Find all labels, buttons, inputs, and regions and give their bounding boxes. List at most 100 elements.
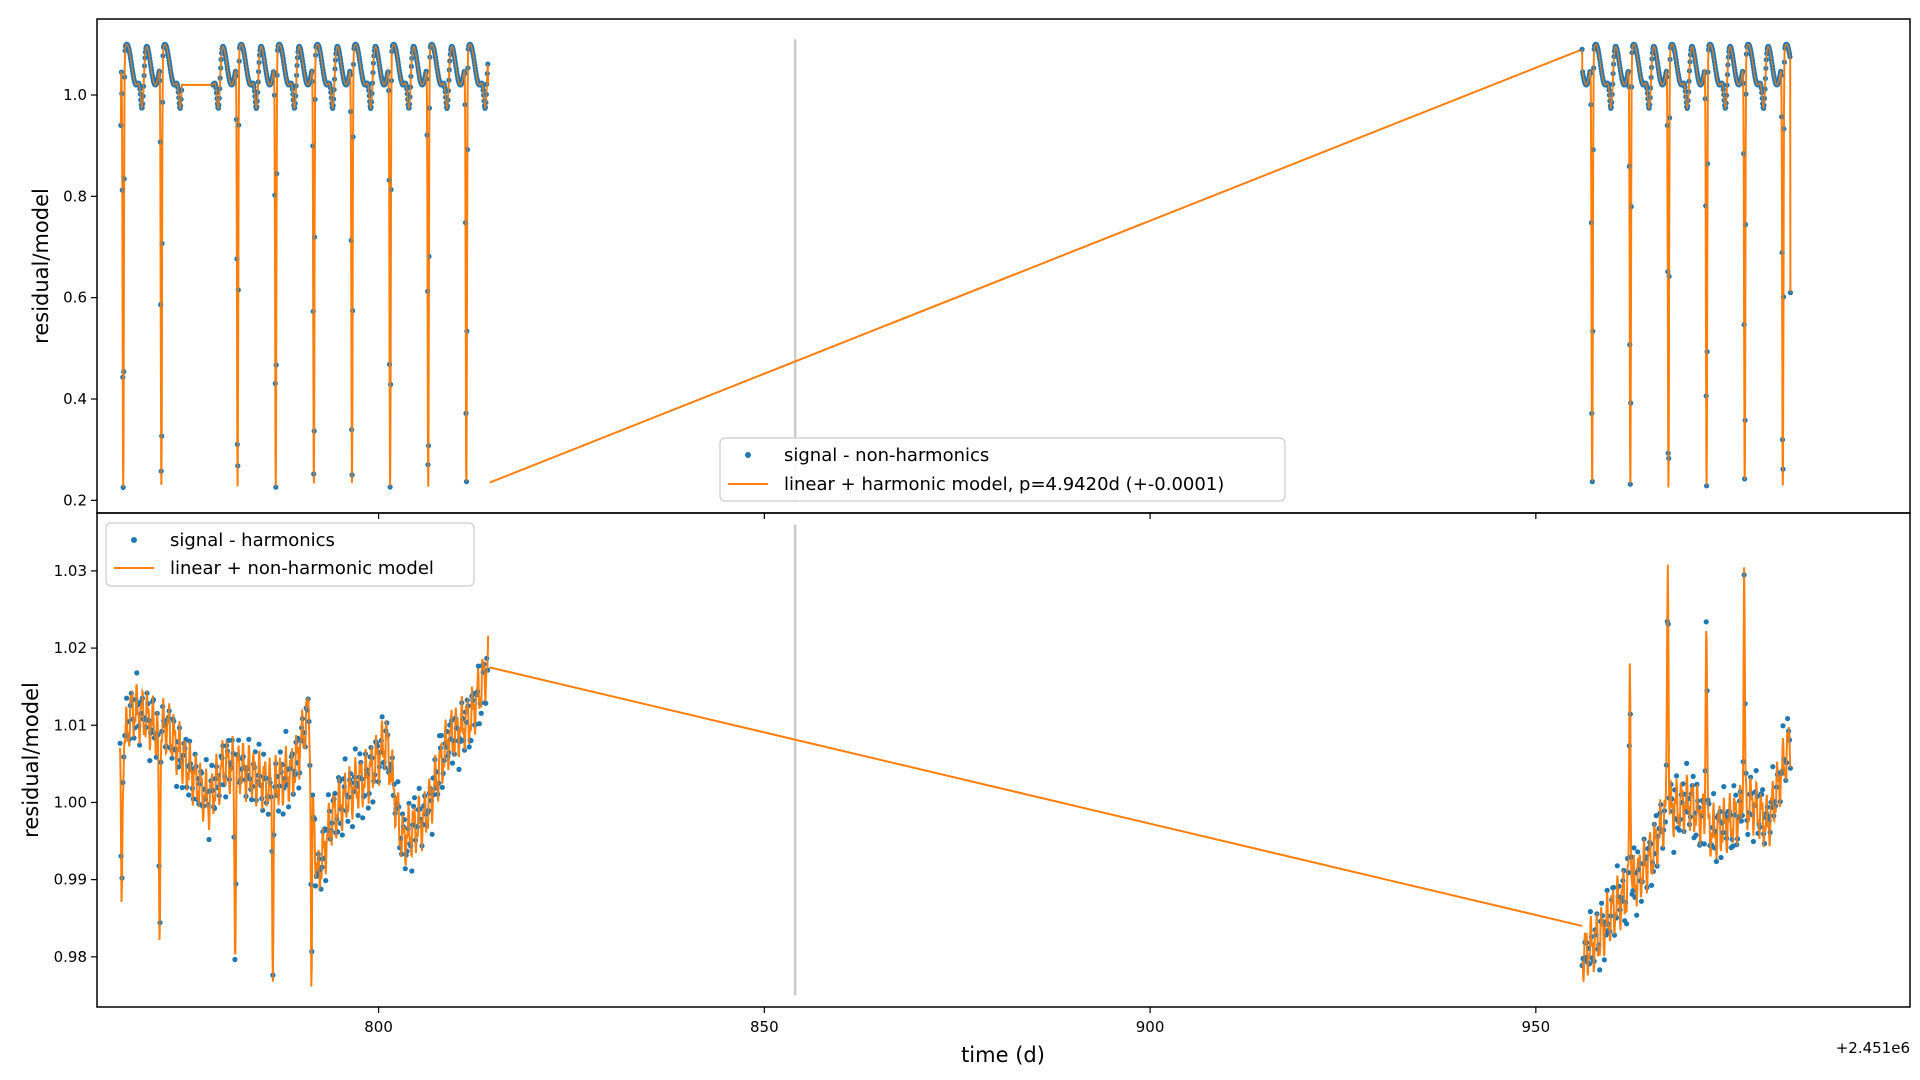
bottom-signal-point — [1770, 764, 1776, 770]
bottom-signal-point — [483, 700, 489, 706]
y-tick-label: 1.0 — [63, 86, 87, 104]
bottom-signal-point — [277, 749, 283, 755]
bottom-signal-point — [1780, 723, 1786, 729]
bottom-signal-point — [206, 836, 212, 843]
bottom-signal-point — [1673, 773, 1680, 779]
bottom-signal-point — [406, 800, 412, 806]
bottom-signal-point — [484, 655, 490, 661]
bottom-signal-point — [323, 878, 329, 884]
x-axis-offset: +2.451e6 — [1836, 1039, 1910, 1057]
bottom-signal-point — [1684, 760, 1690, 767]
top-panel: 0.2 0.4 0.6 0.8 1.0 residual/model signal - … — [29, 18, 1911, 519]
bottom-signal-point — [342, 756, 348, 762]
bottom-signal-point — [1693, 832, 1699, 838]
bottom-signal-point — [399, 811, 406, 817]
bottom-signal-point — [124, 695, 130, 701]
bottom-signal-point — [1703, 619, 1709, 625]
bottom-signal-point — [1631, 845, 1637, 851]
bottom-signal-point — [1635, 849, 1641, 855]
y-tick-label: 1.03 — [54, 562, 87, 580]
bottom-signal-point — [265, 811, 271, 817]
bottom-model-bridge — [489, 666, 1583, 927]
bottom-signal-point — [1611, 932, 1618, 938]
bottom-signal-point — [1785, 716, 1791, 722]
bottom-signal-point — [1587, 909, 1593, 915]
bottom-signal-point — [312, 883, 319, 889]
bottom-signal-point — [355, 812, 361, 819]
y-tick-label: 0.98 — [54, 948, 87, 966]
bottom-signal-point — [246, 736, 252, 743]
bottom-signal-point — [1614, 863, 1620, 869]
bottom-signal-point — [1787, 765, 1793, 771]
bottom-signal-point — [416, 785, 422, 792]
bottom-signal-point — [1711, 791, 1717, 797]
bottom-signal-point — [1745, 831, 1751, 838]
x-tick-label: 950 — [1522, 1018, 1551, 1036]
bottom-signal-point — [147, 758, 153, 764]
bottom-signal-point — [179, 785, 185, 791]
top-model-overlay — [1581, 43, 1792, 488]
top-y-ticks: 0.2 0.4 0.6 0.8 1.0 — [63, 86, 1537, 519]
bottom-signal-point — [429, 831, 435, 837]
bottom-signal-points — [117, 564, 1793, 987]
bottom-signal-point — [379, 714, 385, 720]
bottom-signal-point — [1624, 921, 1630, 927]
bottom-x-ticks: 800 850 900 950 — [364, 1007, 1550, 1036]
bottom-signal-point — [1653, 813, 1659, 819]
bottom-signal-point — [1649, 882, 1655, 888]
top-legend: signal - non-harmonics linear + harmonic… — [719, 437, 1286, 502]
bottom-signal-point — [411, 795, 418, 801]
bottom-signal-point — [345, 818, 351, 824]
bottom-signal-point — [187, 738, 193, 744]
top-model-bridge — [489, 48, 1583, 484]
bottom-signal-point — [357, 751, 363, 757]
x-axis-label: time (d) — [961, 1043, 1045, 1067]
bottom-signal-point — [1753, 768, 1759, 774]
bottom-signal-point — [1718, 854, 1724, 861]
bottom-signal-point — [478, 710, 484, 716]
bottom-legend-label-model: linear + non-harmonic model — [170, 558, 434, 579]
bottom-signal-point — [1671, 849, 1677, 856]
bottom-legend: signal - harmonics linear + non-harmonic… — [105, 522, 475, 587]
bottom-signal-point — [1760, 787, 1766, 793]
bottom-legend-marker-points — [131, 537, 137, 543]
bottom-signal-point — [365, 805, 371, 811]
bottom-signal-point — [275, 808, 282, 814]
bottom-model-overlay — [1581, 564, 1792, 982]
bottom-signal-point — [1731, 783, 1737, 789]
top-legend-label-signal: signal - non-harmonics — [784, 445, 989, 466]
bottom-signal-point — [232, 956, 238, 963]
bottom-signal-point — [169, 755, 175, 761]
x-tick-label: 800 — [364, 1018, 393, 1036]
x-tick-label: 850 — [750, 1018, 779, 1036]
bottom-signal-point — [1676, 827, 1682, 833]
bottom-signal-point — [1625, 870, 1631, 876]
bottom-signal-point — [1660, 845, 1666, 851]
bottom-y-axis-label: residual/model — [19, 682, 43, 838]
bottom-signal-point — [360, 815, 366, 821]
bottom-signal-point — [1597, 967, 1603, 973]
bottom-signal-point — [223, 794, 229, 800]
bottom-signal-point — [1599, 900, 1605, 906]
bottom-signal-point — [1604, 887, 1610, 894]
top-legend-marker-points — [745, 452, 751, 458]
bottom-signal-point — [256, 741, 262, 747]
top-model-overlay — [120, 43, 489, 488]
bottom-signal-point — [339, 832, 345, 838]
y-tick-label: 0.2 — [63, 491, 87, 509]
bottom-signal-point — [1721, 784, 1727, 790]
bottom-signal-point — [395, 779, 401, 785]
bottom-panel: 0.98 0.99 1.00 1.01 1.02 1.03 800 850 900 950 re… — [19, 512, 1911, 1036]
y-tick-label: 1.02 — [54, 639, 87, 657]
bottom-signal-point — [476, 721, 482, 727]
bottom-signal-point — [134, 670, 140, 676]
top-legend-label-model: linear + harmonic model, p=4.9420d (+-0.… — [784, 474, 1224, 495]
bottom-model-overlay — [119, 635, 489, 987]
bottom-signal-point — [1611, 884, 1617, 891]
bottom-signal-point — [466, 744, 472, 750]
bottom-signal-point — [131, 735, 137, 741]
y-tick-label: 1.01 — [54, 716, 87, 734]
bottom-signal-point — [1759, 791, 1765, 798]
bottom-signal-point — [325, 792, 331, 798]
